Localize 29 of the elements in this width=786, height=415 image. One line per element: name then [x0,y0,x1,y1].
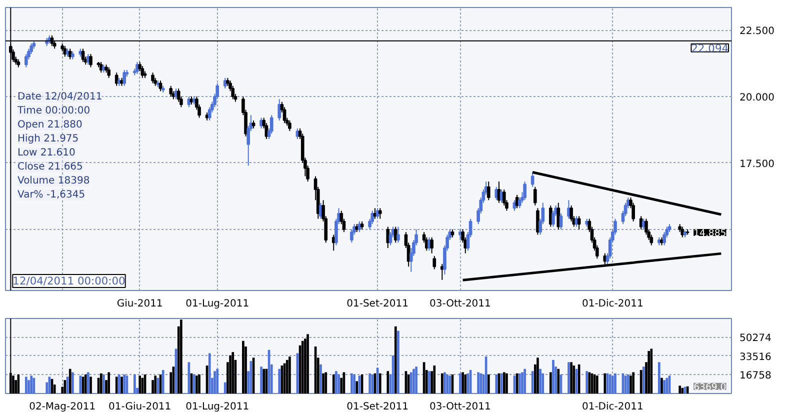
x-tick-label: 01-Giu-2011 [108,402,172,412]
x-tick-label: 01-Dic-2011 [582,298,644,310]
y-tick-label: 17.500 [740,158,774,170]
annotation: High 21.975 [18,134,79,144]
annotation: Low 21.610 [18,148,76,158]
annotation: Volume 18398 [18,176,90,186]
x-tick-label: 02-Mag-2011 [29,402,96,412]
x-tick-label: 01-Set-2011 [346,298,408,310]
y-tick-label: 16758 [740,370,772,382]
ref-line-label: 22.094 [691,42,729,55]
annotation: Open 21.880 [18,120,82,130]
x-tick-label: 01-Set-2011 [346,402,408,412]
x-tick-label: 01-Lug-2011 [186,298,250,310]
annotation: Close 21.665 [18,162,83,172]
x-tick-label: 01-Lug-2011 [186,402,250,412]
x-tick-label: 03-Ott-2011 [430,402,491,412]
x-tick-label: 01-Dic-2011 [582,402,644,412]
y-tick-label: 50274 [740,333,772,344]
y-tick-label: 33516 [740,352,772,363]
ref-line-label: 12/04/2011 00:00:00 [12,274,126,288]
y-tick-label: 20.000 [740,92,774,104]
y-tick-label: 22.500 [740,26,774,38]
x-tick-label: Giu-2011 [116,298,163,310]
annotation: Var% -1,6345 [18,190,86,200]
x-tick-label: 03-Ott-2011 [430,298,491,310]
annotation: Time 00:00:00 [16,106,90,116]
annotation: 14.885 [694,228,726,239]
annotation: Date 12/04/2011 [18,92,102,102]
annotation: 6369,0 [694,382,726,393]
